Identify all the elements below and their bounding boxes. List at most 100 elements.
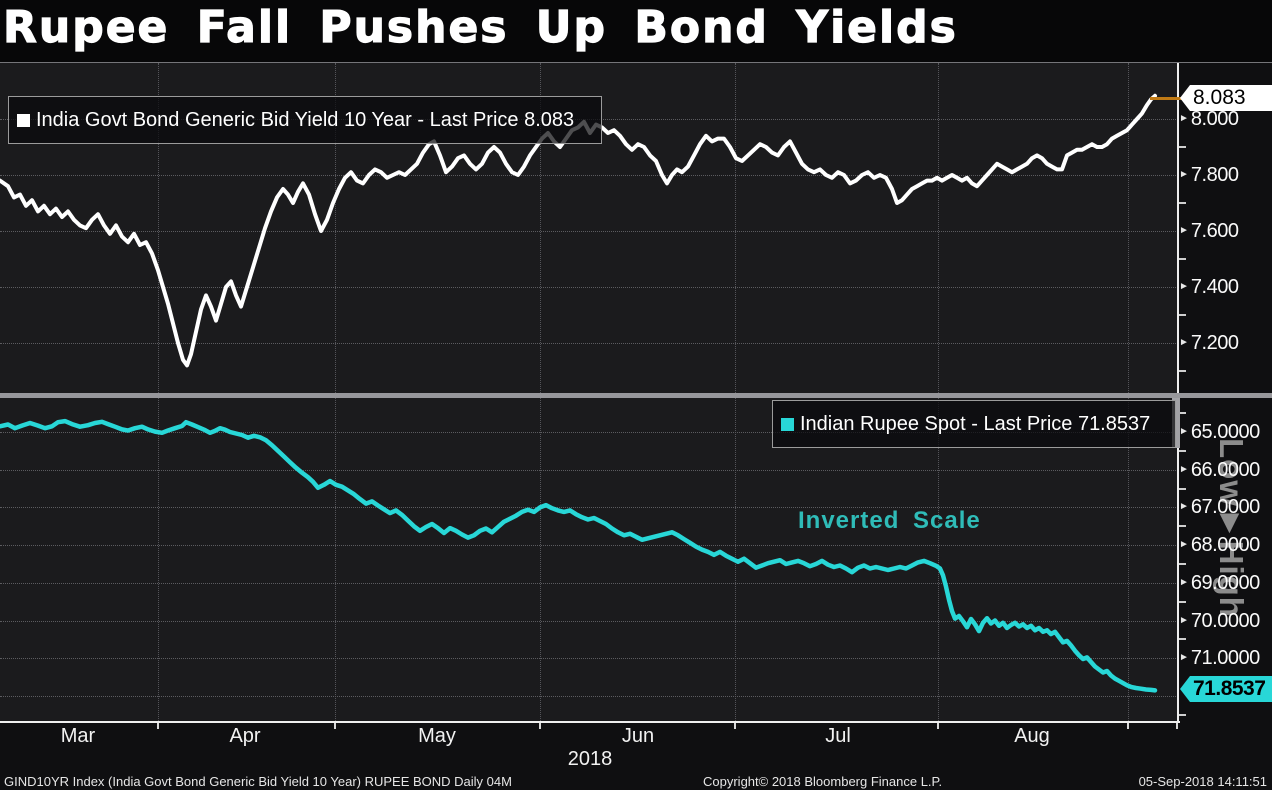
- chart-title: Rupee Fall Pushes Up Bond Yields: [2, 1, 958, 53]
- panel-divider[interactable]: [0, 393, 1272, 398]
- x-axis-month-label: Jul: [825, 724, 851, 747]
- panel-divider-handle[interactable]: [1172, 398, 1180, 448]
- y-axis-tick-value: 68.0000: [1190, 533, 1260, 556]
- horizontal-gridline: [0, 507, 1178, 508]
- x-axis-tick: [539, 723, 541, 729]
- horizontal-gridline: [0, 696, 1178, 697]
- y-axis-tick-label: ► 70.0000: [1179, 609, 1260, 633]
- y-axis-tick-arrow-icon: ►: [1179, 169, 1189, 180]
- bond-last-price-tag[interactable]: 8.083: [1180, 85, 1272, 111]
- x-axis-tick: [937, 723, 939, 729]
- x-axis-year-label: 2018: [567, 748, 613, 770]
- y-axis-minor-tick: [1179, 370, 1186, 372]
- x-axis-month-label: Apr: [229, 724, 261, 747]
- y-axis-minor-tick: [1179, 638, 1186, 640]
- y-axis-tick-label: ► 7.600: [1179, 219, 1239, 243]
- y-axis-tick-label: ► 68.0000: [1179, 533, 1260, 557]
- y-axis-tick-arrow-icon: ►: [1179, 501, 1189, 512]
- horizontal-gridline: [0, 621, 1178, 622]
- footer-security-description: GIND10YR Index (India Govt Bond Generic …: [4, 774, 512, 789]
- vertical-gridline: [335, 63, 336, 721]
- x-axis-month-label: May: [418, 724, 456, 747]
- horizontal-gridline: [0, 658, 1178, 659]
- low-high-scale-note: Low►High: [1213, 438, 1250, 618]
- y-axis-tick-arrow-icon: ►: [1179, 426, 1189, 437]
- y-axis-tick-arrow-icon: ►: [1179, 539, 1189, 550]
- y-axis-tick-value: 7.200: [1190, 331, 1239, 354]
- y-axis-minor-tick: [1179, 488, 1186, 490]
- y-axis-tick-label: ► 71.0000: [1179, 646, 1260, 670]
- rupee-legend-label: Indian Rupee Spot - Last Price 71.8537: [800, 412, 1151, 435]
- x-axis-tick: [734, 723, 736, 729]
- y-axis-tick-arrow-icon: ►: [1179, 113, 1189, 124]
- vertical-gridline: [158, 63, 159, 721]
- y-axis-minor-tick: [1179, 202, 1186, 204]
- rupee-last-price-tag[interactable]: 71.8537: [1180, 676, 1272, 702]
- plot-background[interactable]: [0, 63, 1178, 721]
- horizontal-gridline: [0, 432, 1178, 433]
- y-axis-minor-tick: [1179, 314, 1186, 316]
- y-axis-tick-label: ► 8.000: [1179, 107, 1239, 131]
- y-axis-tick-value: 69.0000: [1190, 571, 1260, 594]
- x-axis-line: [0, 721, 1180, 723]
- y-axis-tick-arrow-icon: ►: [1179, 225, 1189, 236]
- bond-legend-swatch-icon: [17, 113, 30, 127]
- legend-rupee-spot[interactable]: Indian Rupee Spot - Last Price 71.8537: [772, 400, 1176, 448]
- y-axis-tick-arrow-icon: ►: [1179, 281, 1189, 292]
- rupee-spot-series-line: [0, 418, 1158, 693]
- y-axis-minor-tick: [1179, 525, 1186, 527]
- horizontal-gridline: [0, 287, 1178, 288]
- x-axis-month-label: Aug: [1014, 724, 1050, 747]
- rupee-legend-swatch-icon: [781, 417, 794, 431]
- vertical-gridline: [540, 63, 541, 721]
- y-axis-tick-arrow-icon: ►: [1179, 464, 1189, 475]
- horizontal-gridline: [0, 470, 1178, 471]
- y-axis-tick-label: ► 7.200: [1179, 331, 1239, 355]
- vertical-gridline: [1128, 63, 1129, 721]
- x-axis-tick: [334, 723, 336, 729]
- x-axis-tick: [157, 723, 159, 729]
- footer-copyright: Copyright© 2018 Bloomberg Finance L.P.: [703, 774, 943, 789]
- y-axis-tick-label: ► 7.400: [1179, 275, 1239, 299]
- y-axis-minor-tick: [1179, 601, 1186, 603]
- rupee-spot-line-chart[interactable]: [0, 398, 1178, 721]
- x-axis-month-label: Jun: [621, 724, 655, 747]
- inverted-scale-annotation: Inverted Scale: [798, 507, 981, 534]
- horizontal-gridline: [0, 583, 1178, 584]
- vertical-gridline: [735, 63, 736, 721]
- y-axis-tick-value: 70.0000: [1190, 609, 1260, 632]
- bond-legend-label: India Govt Bond Generic Bid Yield 10 Yea…: [36, 108, 575, 131]
- y-axis-tick-value: 71.0000: [1190, 646, 1260, 669]
- y-axis-minor-tick: [1179, 258, 1186, 260]
- y-axis-tick-value: 65.0000: [1190, 420, 1260, 443]
- y-axis-tick-label: ► 66.0000: [1179, 458, 1260, 482]
- plot-top-border: [0, 62, 1272, 63]
- y-axis-minor-tick: [1179, 412, 1186, 414]
- y-axis-tick-label: ► 69.0000: [1179, 571, 1260, 595]
- y-axis-tick-arrow-icon: ►: [1179, 577, 1189, 588]
- y-axis-tick-label: ► 67.0000: [1179, 495, 1260, 519]
- y-axis-tick-value: 66.0000: [1190, 458, 1260, 481]
- y-axis-tick-arrow-icon: ►: [1179, 615, 1189, 626]
- y-axis-tick-value: 7.800: [1190, 163, 1239, 186]
- legend-bond-yield[interactable]: India Govt Bond Generic Bid Yield 10 Yea…: [8, 96, 602, 144]
- y-axis-minor-tick: [1179, 450, 1186, 452]
- y-axis-tick-value: 7.600: [1190, 219, 1239, 242]
- y-axis-tick-value: 8.000: [1190, 107, 1239, 130]
- y-axis-tick-arrow-icon: ►: [1179, 652, 1189, 663]
- y-axis-tick-label: ► 65.0000: [1179, 420, 1260, 444]
- y-axis-minor-tick: [1179, 563, 1186, 565]
- footer-bar: GIND10YR Index (India Govt Bond Generic …: [0, 770, 1272, 790]
- x-axis-month-label: Mar: [60, 724, 96, 747]
- title-strip: Rupee Fall Pushes Up Bond Yields: [0, 0, 1272, 62]
- y-axis-tick-value: 7.400: [1190, 275, 1239, 298]
- horizontal-gridline: [0, 175, 1178, 176]
- horizontal-gridline: [0, 231, 1178, 232]
- horizontal-gridline: [0, 343, 1178, 344]
- footer-timestamp: 05-Sep-2018 14:11:51: [1138, 774, 1267, 789]
- x-axis-tick: [1176, 723, 1178, 729]
- y-axis-minor-tick: [1179, 146, 1186, 148]
- y-axis-tick-arrow-icon: ►: [1179, 337, 1189, 348]
